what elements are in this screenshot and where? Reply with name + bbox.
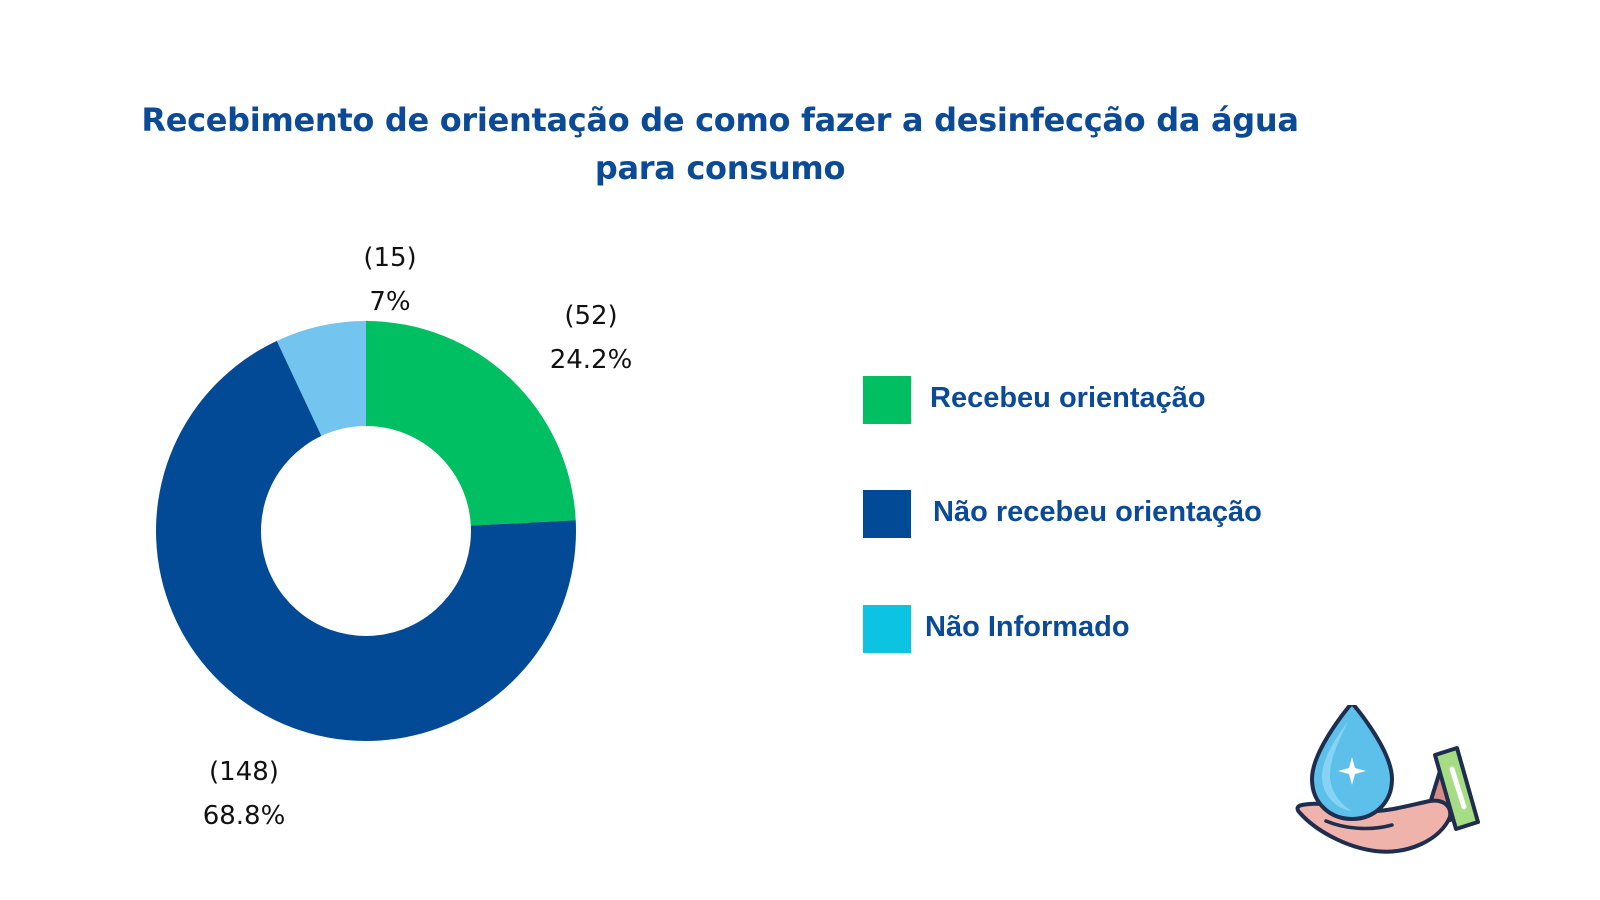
legend-label: Não recebeu orientação [933,496,1262,528]
slice-label-nao-informado: (15) 7% [330,236,450,324]
slice-percent-label: 7% [369,287,411,317]
slice-label-nao-recebeu: (148) 68.8% [174,750,314,838]
donut-slice-nao-informado [276,321,366,436]
legend-label: Não Informado [925,611,1130,643]
slice-count-label: (52) [564,301,618,331]
legend-swatch [863,490,911,538]
legend-item-nao-informado: Não Informado [863,605,1463,653]
chart-title: Recebimento de orientação de como fazer … [100,96,1340,192]
slice-percent-label: 68.8% [202,801,286,831]
chart-title-line-1: Recebimento de orientação de como fazer … [141,101,1299,139]
legend-item-recebeu: Recebeu orientação [863,376,1463,424]
donut-slice-nao-recebeu [156,340,577,742]
slice-count-label: (15) [363,243,417,273]
chart-title-line-2: para consumo [594,149,846,187]
slice-label-recebeu: (52) 24.2% [521,294,661,382]
slice-count-label: (148) [209,757,279,787]
legend-label: Recebeu orientação [930,382,1206,414]
donut-slice-recebeu [366,321,576,526]
legend-item-nao-recebeu: Não recebeu orientação [863,490,1463,538]
slice-percent-label: 24.2% [549,345,633,375]
legend-swatch [863,605,911,653]
water-drop-in-hand-icon [1295,705,1480,854]
legend-swatch [863,376,911,424]
donut-chart [156,321,577,742]
